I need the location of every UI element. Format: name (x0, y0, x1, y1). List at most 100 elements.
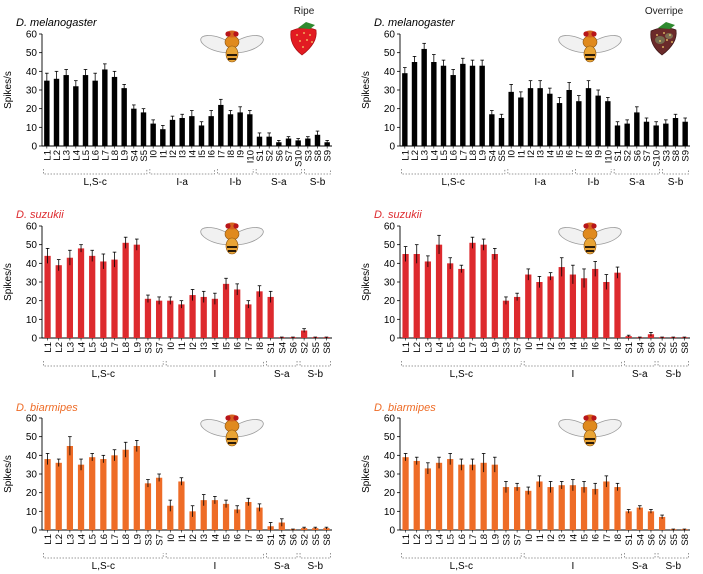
x-tick-label: I1 (158, 150, 169, 158)
group-bracket (299, 553, 331, 559)
fly-left-eye (225, 223, 231, 229)
x-tick-label: I3 (557, 534, 568, 542)
x-tick-label: L1 (42, 150, 53, 161)
y-tick-label: 60 (26, 414, 38, 425)
x-tick-label: L6 (99, 342, 110, 353)
group-label: S-a (632, 561, 648, 572)
x-tick-label: I7 (216, 150, 227, 158)
x-tick-label: I1 (177, 534, 188, 542)
bar (413, 460, 420, 530)
bar (82, 75, 89, 146)
x-tick-label: S5 (669, 342, 680, 354)
x-tick-label: I8 (255, 342, 266, 350)
bar (167, 300, 174, 338)
fly-abdomen-stripe (228, 250, 236, 252)
x-tick-label: I2 (188, 534, 199, 542)
x-tick-label: L9 (132, 342, 143, 353)
group-label: L,S-c (450, 369, 473, 380)
y-tick-label: 50 (26, 240, 38, 251)
bar (502, 487, 510, 530)
bar (580, 278, 588, 338)
group-bracket (299, 361, 331, 367)
bar (605, 101, 611, 146)
x-tick-label: I8 (255, 534, 266, 542)
bar (77, 248, 85, 338)
bar (140, 112, 147, 146)
x-tick-label: I0 (524, 534, 535, 542)
bar (658, 516, 666, 530)
y-axis-label: Spikes/s (3, 263, 14, 301)
x-tick-label: L4 (77, 342, 88, 353)
group-label: I-a (534, 177, 546, 188)
y-tick-label: 50 (26, 48, 38, 59)
bar (200, 296, 207, 338)
bar (256, 507, 263, 530)
bar (245, 304, 252, 338)
bar (256, 136, 263, 146)
x-tick-label: I7 (602, 534, 613, 542)
y-tick-label: 20 (384, 104, 396, 115)
x-tick-label: I0 (149, 150, 160, 158)
bar (447, 459, 454, 530)
bar (421, 48, 427, 146)
bar (285, 138, 292, 146)
bar (411, 62, 418, 146)
y-tick-label: 50 (26, 432, 38, 443)
x-tick-label: I3 (199, 342, 210, 350)
fly-abdomen-stripe (586, 442, 594, 444)
group-bracket (624, 361, 656, 367)
group-bracket (255, 169, 302, 175)
group-bracket (304, 169, 331, 175)
bar (566, 90, 572, 146)
bar (267, 296, 274, 338)
y-tick-label: 10 (26, 123, 38, 134)
group-bracket (266, 553, 298, 559)
bar (402, 254, 409, 338)
bar (198, 125, 205, 146)
y-tick-label: 50 (384, 432, 396, 443)
y-axis-label: Spikes/s (3, 455, 14, 493)
fly-abdomen-stripe (585, 438, 595, 440)
group-label: I-a (176, 177, 188, 188)
y-axis-label: Spikes/s (3, 71, 14, 109)
bar (247, 114, 253, 146)
bar (189, 511, 196, 530)
strawberry-seed (662, 46, 664, 48)
group-bracket (43, 553, 164, 559)
bar (447, 263, 454, 338)
bar (44, 459, 51, 530)
x-tick-label: L2 (54, 342, 65, 353)
x-tick-label: S4 (277, 534, 288, 546)
x-tick-label: S8 (313, 150, 324, 162)
x-tick-label: L3 (423, 342, 434, 353)
x-tick-label: I4 (568, 534, 579, 542)
x-tick-label: L5 (88, 534, 99, 545)
x-tick-label: I8 (584, 150, 595, 158)
bar (435, 244, 443, 338)
bar (491, 464, 498, 530)
strawberry-seed (309, 34, 311, 36)
chart-panel-a: D. melanogaster 0 10 20 30 40 50 60 Spikes/s L1L2… (3, 17, 334, 188)
group-bracket (43, 169, 148, 175)
strawberry-seed (666, 39, 668, 41)
x-tick-label: L6 (457, 534, 468, 545)
x-tick-label: L4 (77, 534, 88, 545)
group-label: S-b (665, 369, 681, 380)
bar (672, 118, 679, 146)
y-tick-label: 10 (384, 507, 396, 518)
bar (480, 244, 487, 338)
fly-illustration (200, 222, 264, 255)
bar (547, 93, 553, 146)
bar (121, 88, 127, 146)
x-tick-label: I1 (177, 342, 188, 350)
bar (169, 119, 176, 146)
bar (489, 114, 495, 146)
fly-abdomen-stripe (228, 58, 236, 60)
group-bracket (165, 361, 264, 367)
x-tick-label: L8 (468, 150, 479, 161)
group-bracket (149, 169, 215, 175)
x-tick-label: I0 (507, 150, 518, 158)
y-tick-label: 10 (384, 315, 396, 326)
bar (653, 125, 659, 146)
